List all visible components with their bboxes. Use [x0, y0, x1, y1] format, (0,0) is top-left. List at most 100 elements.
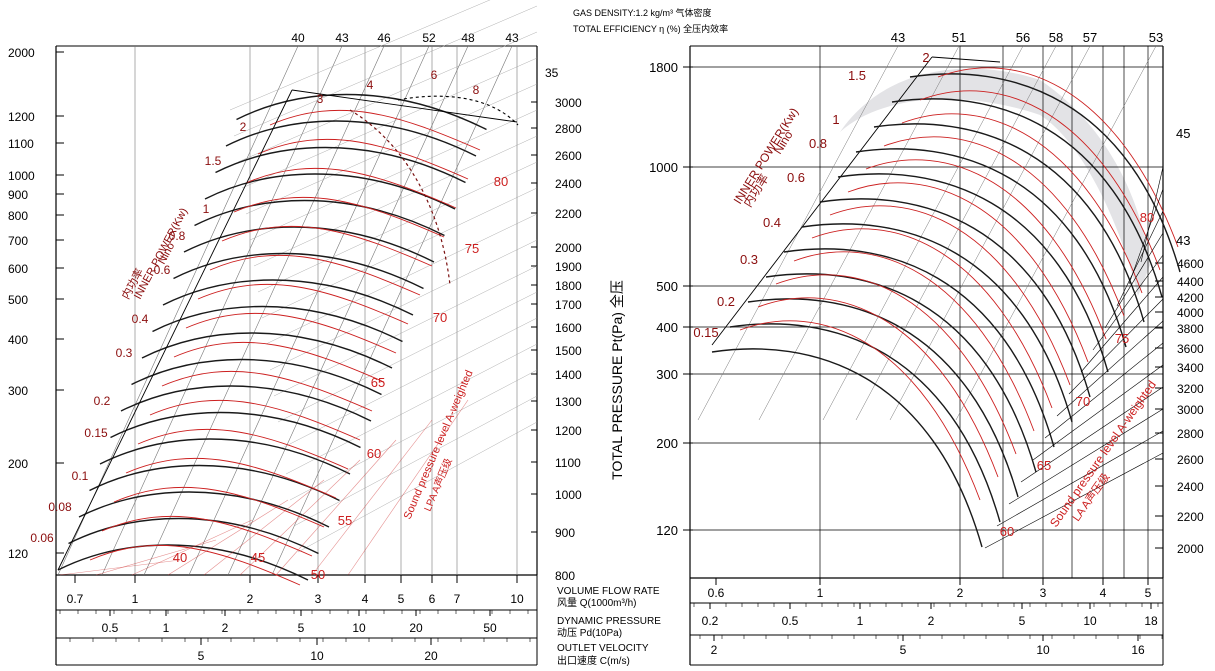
right-power-axis-title: INNER POWER(Kw)	[731, 105, 802, 206]
right-pressure-curve	[873, 123, 1145, 323]
right-sound-label: 70	[1076, 394, 1090, 409]
right-y-tick-label: 200	[656, 436, 678, 451]
left-y-tick-label: 2000	[8, 46, 35, 60]
right-sound-curve	[775, 274, 1017, 455]
left-sound-label: 65	[371, 375, 385, 390]
left-y-tick-label: 1000	[8, 169, 35, 183]
left-rpm-tick-label: 1000	[555, 488, 582, 502]
right-pressure-curve	[783, 248, 1055, 448]
left-pressure-curve	[89, 464, 340, 502]
left-sound-label: 70	[433, 310, 447, 325]
right-pressure-curve	[819, 198, 1091, 398]
left-rpm-tick-label: 1100	[555, 456, 581, 470]
left-sound-curve	[221, 226, 433, 267]
left-sound-curve	[125, 458, 337, 499]
left-sound-label: 60	[367, 446, 381, 461]
right-rpm-tick-label: 3200	[1177, 382, 1204, 396]
left-pressure-curve	[78, 491, 330, 528]
right-pressure-curve	[711, 348, 983, 548]
gas-density-label: GAS DENSITY:1.2 kg/m³ 气体密度	[573, 8, 712, 18]
left-dyn-tick-label: 50	[483, 621, 497, 635]
left-rpm-diagonal	[253, 135, 538, 267]
left-efficiency-diagonal	[227, 45, 469, 576]
left-sound-diagonal	[59, 559, 181, 576]
right-efficiency-diagonal	[822, 45, 1024, 421]
right-rpm-diagonal	[1020, 386, 1164, 483]
right-efficiency-tick-label: 57	[1083, 30, 1097, 45]
right-sound-curve	[883, 136, 1125, 317]
left-flow-tick-label: 5	[398, 592, 405, 606]
right-rpm-diagonal	[1008, 408, 1164, 505]
left-dyn-tick-label: 20	[409, 621, 423, 635]
left-rpm-diagonal	[241, 57, 538, 189]
right-vel-tick-label: 16	[1131, 643, 1145, 657]
right-rpm-tick-label: 4000	[1177, 306, 1204, 320]
left-rpm-tick-label: 1200	[555, 424, 582, 438]
right-efficiency-diagonal	[889, 45, 1091, 421]
left-sound-curve	[173, 342, 385, 383]
right-y-tick-label: 120	[656, 523, 678, 538]
left-flow-tick-label: 4	[362, 592, 369, 606]
left-sound-diagonal	[203, 479, 325, 576]
right-rpm-diagonal	[1032, 364, 1164, 461]
right-efficiency-diagonal	[855, 45, 1057, 421]
left-y-tick-label: 200	[8, 457, 28, 471]
right-power-label: 1.5	[848, 68, 866, 83]
right-sound-label: 80	[1140, 210, 1154, 225]
left-rpm-diagonal	[293, 395, 538, 527]
left-flow-tick-label: 2	[247, 592, 254, 606]
right-power-label: 0.15	[693, 325, 718, 340]
right-pressure-curve	[747, 298, 1019, 498]
left-sound-label: 55	[338, 513, 352, 528]
left-rpm-diagonal	[289, 369, 538, 501]
total-efficiency-label: TOTAL EFFICIENCY η (%) 全压内效率	[573, 24, 729, 34]
left-sound-diagonal	[347, 399, 469, 576]
right-pressure-curve	[801, 223, 1073, 423]
left-sound-curve	[197, 284, 409, 325]
right-rpm-diagonal	[1116, 210, 1164, 307]
right-dyn-tick-label: 0.2	[702, 614, 719, 628]
right-pressure-curve	[837, 173, 1109, 373]
left-pressure-curve	[162, 279, 414, 316]
right-sound-curve	[811, 228, 1053, 409]
left-power-label: 0.4	[132, 312, 149, 326]
left-pressure-curve	[141, 332, 393, 369]
left-power-label: 1.5	[205, 154, 222, 168]
left-power-label: 0.2	[94, 394, 111, 408]
right-rpm-diagonal	[1092, 254, 1164, 351]
left-pressure-curve	[183, 226, 435, 263]
left-rpm-diagonal	[297, 421, 538, 553]
right-y-tick-label: 500	[656, 279, 678, 294]
right-rpm-tick-label: 2000	[1177, 542, 1204, 556]
right-power-label: 0.2	[717, 294, 735, 309]
left-sound-curve	[161, 371, 373, 412]
left-rpm-diagonal	[245, 83, 538, 215]
left-vel-tick-label: 20	[424, 649, 438, 663]
right-sound-curve	[901, 113, 1143, 294]
left-pressure-curve	[152, 305, 403, 343]
footer-vel-label-cn: 出口速度 C(m/s)	[557, 654, 630, 667]
left-pressure-curve	[225, 120, 477, 157]
left-y-tick-label: 700	[8, 234, 28, 248]
left-vel-tick-label: 10	[310, 649, 324, 663]
right-pressure-curve	[765, 273, 1037, 473]
left-efficiency-diagonal	[143, 45, 385, 576]
right-pressure-curve	[855, 148, 1127, 348]
left-rpm-tick-label: 1300	[555, 395, 582, 409]
left-rpm-diagonal	[281, 317, 538, 449]
left-efficiency-tick-label: 40	[291, 31, 305, 45]
left-rpm-diagonal	[261, 187, 538, 319]
left-flow-tick-label: 1	[132, 592, 139, 606]
left-y-tick-label: 120	[8, 547, 28, 561]
footer-flow-label-cn: 风量 Q(1000m³/h)	[557, 597, 636, 609]
left-pressure-curve	[173, 252, 424, 290]
left-power-label: 6	[431, 68, 438, 82]
left-flow-tick-label: 7	[454, 592, 461, 606]
right-sound-curve	[793, 251, 1035, 432]
left-sound-curve	[137, 429, 349, 470]
left-rpm-tick-label: 1400	[555, 368, 582, 382]
right-rpm-tick-label: 4600	[1177, 257, 1204, 271]
right-rpm-diagonal	[984, 452, 1164, 549]
left-dyn-tick-label: 10	[352, 621, 366, 635]
left-power-label: 0.15	[84, 426, 108, 440]
